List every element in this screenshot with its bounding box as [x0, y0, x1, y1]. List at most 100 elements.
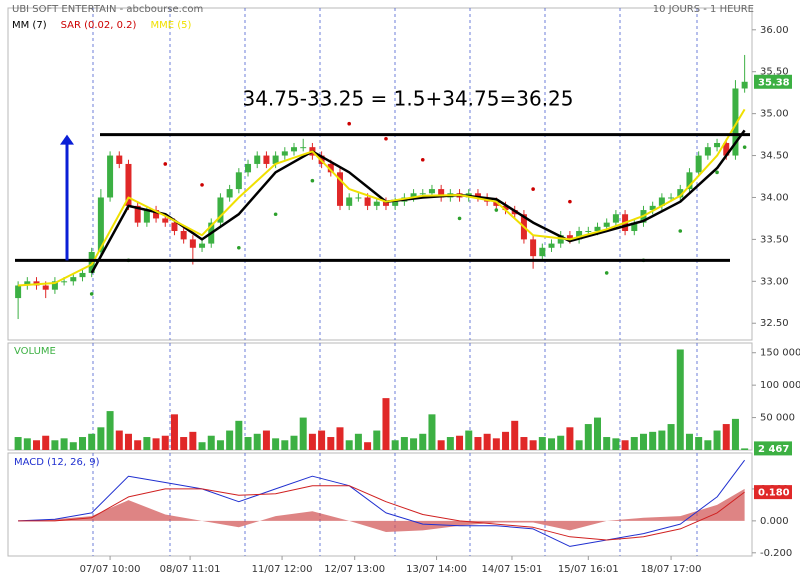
candle-body — [438, 189, 445, 198]
volume-bar — [584, 424, 592, 450]
x-tick-label: 07/07 10:00 — [80, 564, 141, 575]
volume-bar — [649, 431, 657, 450]
volume-bar — [437, 440, 445, 450]
sar-dot — [420, 157, 425, 162]
volume-bar — [538, 437, 546, 450]
candle-body — [594, 226, 601, 232]
candle-body — [70, 277, 77, 282]
candle-body — [548, 243, 555, 248]
volume-bar — [400, 437, 408, 450]
volume-bar — [272, 438, 280, 450]
sar-dot — [494, 208, 499, 212]
candle-body — [612, 214, 619, 223]
candle-body — [530, 239, 537, 257]
volume-bar — [69, 442, 77, 450]
volume-bar — [695, 437, 703, 450]
volume-bar — [446, 437, 454, 450]
x-tick-label: 11/07 12:00 — [252, 564, 313, 575]
volume-bar — [713, 430, 721, 450]
sar-dot — [310, 178, 315, 183]
candle-body — [61, 281, 68, 283]
volume-bar — [327, 437, 335, 450]
candle-body — [327, 163, 334, 173]
sar-dot — [531, 187, 535, 191]
volume-bar — [382, 398, 390, 450]
volume-bar — [161, 435, 169, 450]
candle-body — [686, 172, 693, 190]
legend-entry: MM (7) — [12, 20, 47, 31]
volume-bar — [529, 440, 537, 450]
candle-body — [300, 147, 307, 149]
candle-body — [199, 243, 206, 248]
chart-subtitle: 10 JOURS - 1 HEURE — [653, 4, 754, 15]
candle-body — [631, 222, 638, 232]
volume-bar — [354, 433, 362, 450]
candle-body — [24, 281, 31, 286]
volume-bar — [189, 431, 197, 450]
candle-body — [585, 231, 592, 233]
panel-frame — [7, 452, 753, 557]
candle-body — [226, 189, 233, 198]
y-tick-label: 32.50 — [760, 318, 789, 329]
volume-bar — [685, 433, 693, 450]
candle-body — [346, 197, 353, 206]
volume-bar — [226, 430, 234, 450]
volume-bar — [612, 438, 620, 450]
volume-bar — [419, 433, 427, 450]
volume-bar — [290, 435, 298, 450]
volume-bar — [143, 437, 151, 450]
candle-body — [382, 201, 389, 206]
volume-bar — [658, 430, 666, 450]
last-value-label: 2 467 — [758, 444, 789, 455]
volume-bar — [667, 424, 675, 450]
volume-bar — [428, 414, 436, 450]
panel-title: VOLUME — [14, 346, 56, 357]
y-tick-label: 50 000 — [760, 413, 795, 424]
indicator-line — [18, 108, 746, 287]
candle-body — [134, 205, 141, 223]
y-tick-label: 0.000 — [760, 516, 789, 527]
candle-body — [254, 155, 261, 164]
y-tick-label: 100 000 — [760, 380, 800, 391]
y-tick-label: 33.00 — [760, 276, 789, 287]
last-value-label: 35.38 — [758, 77, 790, 88]
volume-bar — [676, 349, 684, 450]
volume-bar — [253, 433, 261, 450]
sar-dot — [89, 292, 94, 296]
legend-entry: MME (5) — [150, 20, 191, 31]
x-tick-label: 14/07 15:01 — [482, 564, 543, 575]
volume-bar — [731, 418, 739, 450]
range-arrow-head — [60, 134, 74, 145]
volume-bar — [336, 427, 344, 450]
volume-bar — [97, 427, 105, 450]
volume-bar — [621, 440, 629, 450]
volume-bar — [308, 433, 316, 450]
volume-bar — [520, 437, 528, 450]
candle-body — [658, 197, 665, 206]
volume-bar — [42, 435, 50, 450]
candle-body — [714, 142, 721, 148]
volume-bar — [474, 437, 482, 450]
panel-frame — [7, 7, 753, 341]
sar-dot — [237, 245, 241, 250]
candle-body — [502, 205, 509, 211]
volume-bar — [134, 440, 142, 450]
sar-dot — [384, 136, 388, 141]
y-tick-label: 35.50 — [760, 67, 789, 78]
volume-bar — [364, 442, 372, 450]
macd-histogram — [18, 488, 745, 532]
x-tick-label: 08/07 11:01 — [160, 564, 221, 575]
indicator-line — [90, 129, 746, 274]
candle-body — [107, 155, 114, 198]
candle-body — [410, 193, 417, 198]
candle-body — [557, 235, 564, 244]
volume-bar — [511, 420, 519, 450]
volume-bar — [410, 438, 418, 450]
candle-body — [171, 222, 178, 232]
volume-bar — [704, 440, 712, 450]
x-tick-label: 13/07 14:00 — [406, 564, 467, 575]
y-tick-label: 35.00 — [760, 109, 789, 120]
volume-bar — [235, 420, 243, 450]
candle-body — [732, 88, 739, 156]
